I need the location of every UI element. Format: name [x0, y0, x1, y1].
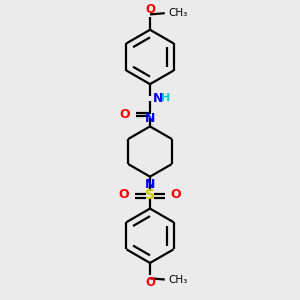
- Text: S: S: [145, 188, 155, 202]
- Text: N: N: [153, 92, 163, 105]
- Text: N: N: [145, 112, 155, 125]
- Text: CH₃: CH₃: [168, 8, 188, 18]
- Text: O: O: [145, 4, 155, 16]
- Text: CH₃: CH₃: [168, 275, 188, 285]
- Text: O: O: [171, 188, 181, 202]
- Text: N: N: [145, 178, 155, 191]
- Text: O: O: [119, 188, 129, 202]
- Text: H: H: [161, 93, 170, 103]
- Text: O: O: [119, 108, 130, 121]
- Text: O: O: [145, 276, 155, 289]
